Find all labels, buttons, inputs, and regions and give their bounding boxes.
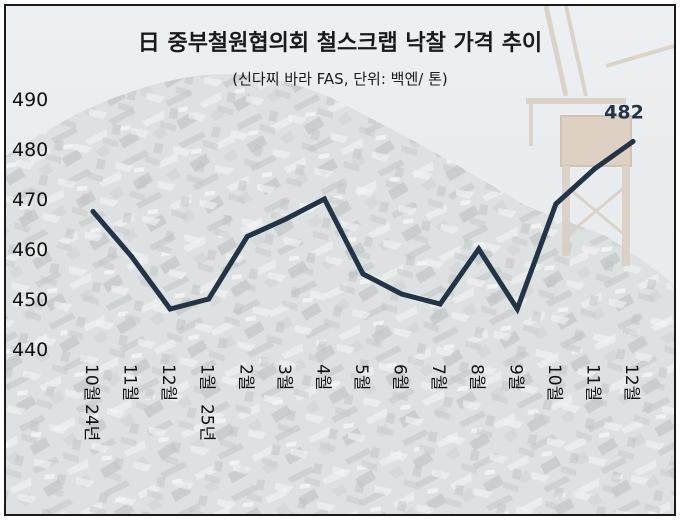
x-tick-year-label: 25년 [197,404,217,441]
chart-canvas: 日 중부철원협의회 철스크랩 낙찰 가격 추이 (신다찌 바라 FAS, 단위:… [6,6,674,514]
y-tick-label: 470 [12,189,48,211]
data-point [90,209,96,214]
data-point [553,201,559,207]
x-tick-label: 9월 [505,364,525,390]
y-tick-label: 440 [12,339,48,361]
data-point [283,216,289,222]
data-point [167,306,173,312]
chart-title: 日 중부철원협의회 철스크랩 낙찰 가격 추이 [138,31,542,56]
data-point [129,254,135,259]
last-value-label: 482 [604,102,644,124]
data-point [206,296,212,302]
data-point [476,246,482,252]
x-tick-label: 11월 [120,364,140,401]
x-tick-label: 7월 [428,364,448,390]
x-tick-label: 3월 [274,364,294,390]
crane-silhouette [526,6,674,266]
background-photo [6,6,674,514]
chart-subtitle: (신다찌 바라 FAS, 단위: 백엔/ 톤) [232,70,447,88]
y-tick-label: 490 [12,89,48,111]
y-tick-label: 480 [12,139,48,161]
chart-frame: 日 중부철원협의회 철스크랩 낙찰 가격 추이 (신다찌 바라 FAS, 단위:… [4,4,676,516]
y-axis-ticks: 490 480 470 460 450 440 [12,89,48,361]
x-tick-label: 10월 [81,364,101,401]
x-tick-label: 6월 [390,364,410,390]
x-axis-ticks: 10월 24년 11월 12월 1월 25년 2월 3월 4월 5월 6월 7월 8월 9월 10월 11월 1… [81,364,641,441]
x-tick-label: 12월 [621,364,641,401]
x-tick-year-label: 24년 [81,404,101,441]
x-tick-label: 2월 [235,364,255,390]
y-tick-label: 460 [12,239,48,261]
x-tick-label: 4월 [312,364,332,390]
x-tick-label: 11월 [582,364,602,401]
data-point [321,196,327,202]
data-point [244,234,250,239]
x-tick-label: 5월 [351,364,371,390]
x-tick-label: 1월 [197,364,217,390]
data-point [360,271,366,277]
series-group [90,139,636,315]
x-tick-label: 8월 [467,364,487,390]
data-point [437,301,443,307]
data-point [630,139,636,144]
x-tick-label: 10월 [544,364,564,401]
data-point [591,166,597,172]
data-point [514,306,520,312]
data-point [399,291,405,297]
y-tick-label: 450 [12,289,48,311]
x-tick-label: 12월 [158,364,178,401]
